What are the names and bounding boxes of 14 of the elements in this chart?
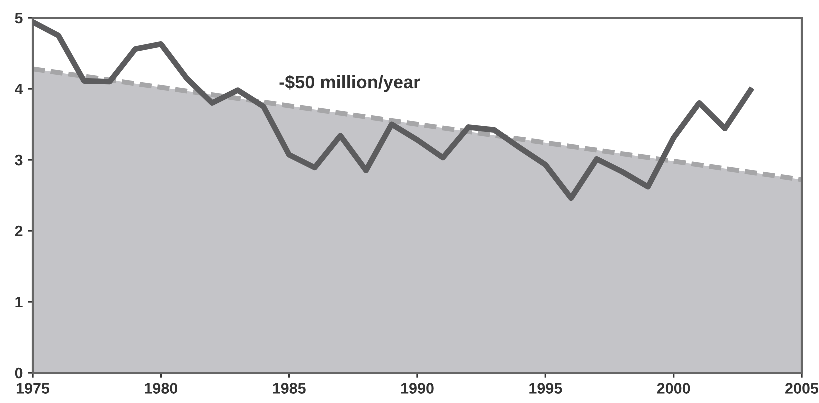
x-tick-label: 1990: [401, 383, 434, 394]
y-tick-label: 1: [16, 297, 23, 308]
y-tick-label: 3: [15, 154, 23, 166]
y-tick-label: 2: [15, 226, 23, 237]
x-tick-label: 2005: [786, 383, 819, 394]
x-tick-label: 2000: [657, 383, 690, 394]
annotation: -$50 million/year: [280, 75, 420, 92]
y-tick-label: 0: [15, 368, 23, 379]
x-tick-label: 1980: [145, 383, 178, 394]
y-tick-label: 5: [15, 13, 23, 24]
x-tick-label: 1985: [273, 383, 306, 394]
x-tick-label: 1995: [530, 383, 562, 394]
y-tick-label: 4: [15, 84, 24, 95]
x-tick-label: 1975: [16, 383, 50, 394]
